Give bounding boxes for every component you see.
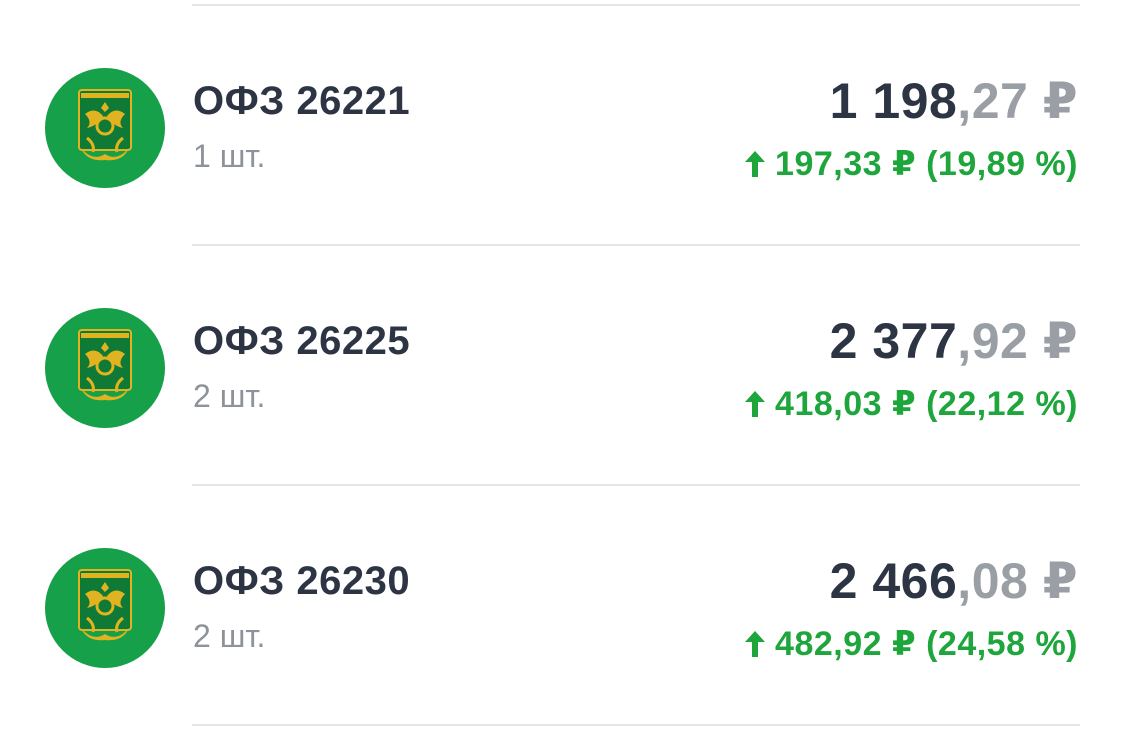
- bond-row[interactable]: ОФЗ 26221 1 шт. 1 198,27 ₽ 197,33 ₽ (19,…: [0, 6, 1125, 244]
- bond-change: 418,03 ₽ (22,12 %): [743, 384, 1078, 424]
- bond-name: ОФЗ 26225: [193, 319, 411, 363]
- currency-symbol: ₽: [1028, 313, 1078, 369]
- bond-price: 2 466,08 ₽: [830, 552, 1078, 610]
- bond-quantity: 2 шт.: [193, 378, 266, 414]
- divider: [192, 244, 1080, 246]
- bond-name: ОФЗ 26230: [193, 559, 411, 603]
- arrow-up-icon: [743, 629, 767, 659]
- bond-name: ОФЗ 26221: [193, 79, 411, 123]
- bond-price: 2 377,92 ₽: [830, 312, 1078, 370]
- bond-row[interactable]: ОФЗ 26230 2 шт. 2 466,08 ₽ 482,92 ₽ (24,…: [0, 486, 1125, 724]
- change-value: 482,92 ₽ (24,58 %): [775, 625, 1078, 663]
- bond-quantity: 2 шт.: [193, 618, 266, 654]
- currency-symbol: ₽: [1028, 73, 1078, 129]
- minfin-emblem-icon: [45, 308, 165, 428]
- divider: [192, 484, 1080, 486]
- change-value: 197,33 ₽ (19,89 %): [775, 145, 1078, 183]
- bond-price: 1 198,27 ₽: [830, 72, 1078, 130]
- price-integer: 2 466: [829, 553, 958, 609]
- divider: [192, 4, 1080, 6]
- change-value: 418,03 ₽ (22,12 %): [775, 385, 1078, 423]
- price-fraction: ,08: [957, 553, 1029, 609]
- bond-change: 197,33 ₽ (19,89 %): [743, 144, 1078, 184]
- price-integer: 1 198: [829, 73, 958, 129]
- bond-row[interactable]: ОФЗ 26225 2 шт. 2 377,92 ₽ 418,03 ₽ (22,…: [0, 246, 1125, 484]
- minfin-emblem-icon: [45, 548, 165, 668]
- price-integer: 2 377: [829, 313, 958, 369]
- minfin-emblem-icon: [45, 68, 165, 188]
- divider: [192, 724, 1080, 726]
- arrow-up-icon: [743, 149, 767, 179]
- bond-quantity: 1 шт.: [193, 138, 266, 174]
- currency-symbol: ₽: [1028, 553, 1078, 609]
- price-fraction: ,92: [957, 313, 1029, 369]
- arrow-up-icon: [743, 389, 767, 419]
- bond-change: 482,92 ₽ (24,58 %): [743, 624, 1078, 664]
- price-fraction: ,27: [957, 73, 1029, 129]
